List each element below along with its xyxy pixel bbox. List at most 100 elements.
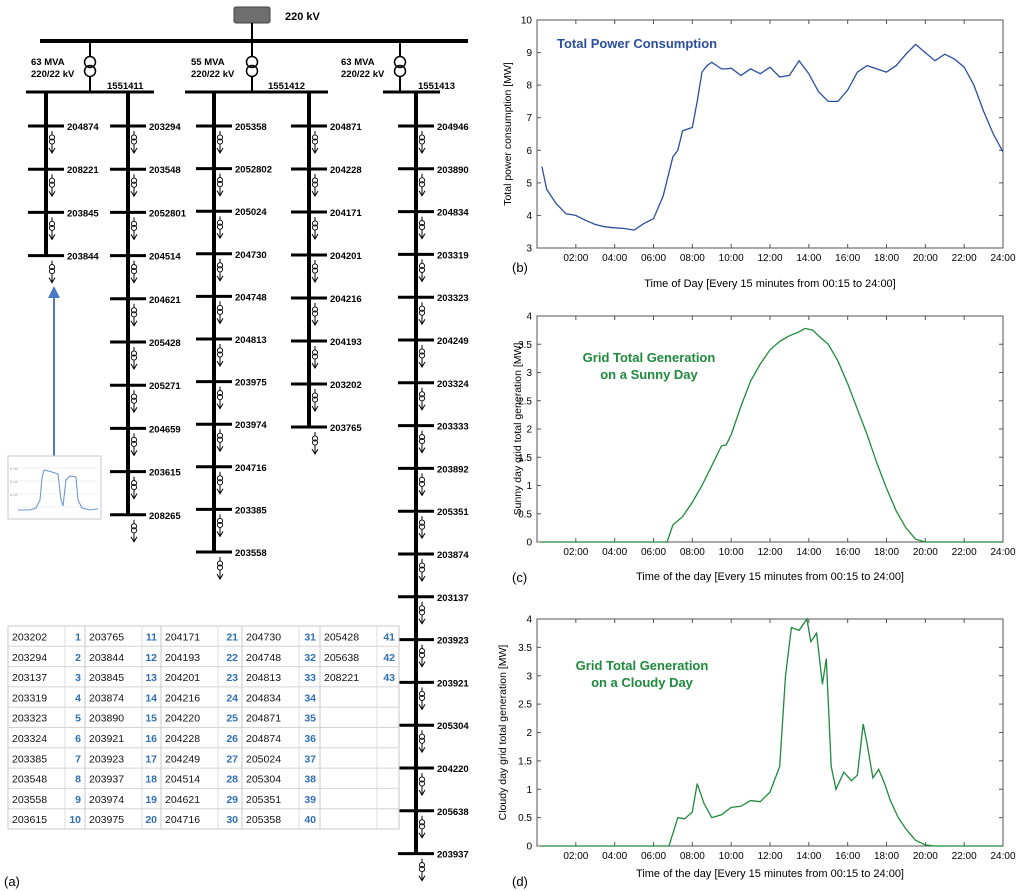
load-transformer-icon xyxy=(418,776,426,783)
transformer-winding-icon xyxy=(393,64,407,78)
transformer-rating: 63 MVA xyxy=(341,57,375,68)
bus-label: 204228 xyxy=(330,165,362,176)
load-transformer-icon xyxy=(311,349,319,356)
table-bus-index: 5 xyxy=(75,713,81,725)
bus-label: 208265 xyxy=(149,511,181,522)
load-arrow-icon xyxy=(311,276,319,283)
table-bus-id: 204834 xyxy=(246,692,281,704)
x-tick-label: 08:00 xyxy=(680,547,705,558)
bus-label: 203548 xyxy=(149,165,181,176)
table-bus-id: 203937 xyxy=(89,774,124,786)
table-bus-id: 203294 xyxy=(12,652,47,664)
load-arrow-icon xyxy=(418,276,426,283)
table-bus-index: 11 xyxy=(146,632,157,644)
load-transformer-icon xyxy=(130,177,138,184)
table-bus-index: 19 xyxy=(145,794,157,806)
x-tick-label: 14:00 xyxy=(796,851,821,862)
transformer-winding-icon xyxy=(83,64,97,78)
load-transformer-icon xyxy=(311,263,319,270)
x-tick-label: 18:00 xyxy=(874,851,899,862)
load-arrow-icon xyxy=(418,661,426,668)
transformer-winding-icon xyxy=(245,55,259,69)
bus-label: 203385 xyxy=(235,505,267,516)
load-transformer-icon xyxy=(418,862,426,869)
x-tick-label: 24:00 xyxy=(990,547,1015,558)
load-transformer-icon xyxy=(130,350,138,357)
load-transformer-icon xyxy=(418,348,426,355)
table-bus-id: 203319 xyxy=(12,692,47,704)
table-bus-index: 42 xyxy=(383,652,395,664)
chart-cloudy-day-generation: 0 0.5 1 1.5 2 2.5 3 3.5 4 02:00 04:00 06:00 08:00 10:… xyxy=(497,615,1016,881)
load-transformer-icon xyxy=(216,219,224,226)
load-arrow-icon xyxy=(130,320,138,327)
bus-label: 205304 xyxy=(437,721,469,732)
table-bus-id: 204730 xyxy=(246,632,281,644)
load-arrow-icon xyxy=(418,190,426,197)
load-arrow-icon xyxy=(418,147,426,154)
bus-label: 204220 xyxy=(437,764,469,775)
table-bus-id: 203974 xyxy=(89,794,124,806)
bus-label: 204748 xyxy=(235,292,267,303)
table-bus-index: 17 xyxy=(145,753,157,765)
table-bus-index: 37 xyxy=(304,753,316,765)
x-tick-label: 12:00 xyxy=(757,851,782,862)
load-transformer-icon xyxy=(418,819,426,826)
feeder-4: 204871 204228 204171 204201 204216 204193 2032… xyxy=(291,92,362,455)
table-bus-id: 203921 xyxy=(89,733,124,745)
bus-label: 203923 xyxy=(437,636,469,647)
load-arrow-icon xyxy=(418,832,426,839)
panel-label-d: (d) xyxy=(512,874,528,889)
load-arrow-icon xyxy=(418,490,426,497)
table-bus-id: 205638 xyxy=(324,652,359,664)
table-bus-index: 39 xyxy=(304,794,316,806)
plot-area xyxy=(536,618,1004,847)
feeder-3: 205358 2052802 205024 204730 204748 204813 203… xyxy=(196,92,272,580)
load-arrow-icon xyxy=(311,448,319,455)
svg-text:0.02: 0.02 xyxy=(10,492,19,497)
bus-label: 204216 xyxy=(330,294,362,305)
chart-title: on a Cloudy Day xyxy=(591,675,694,690)
load-transformer-icon xyxy=(130,220,138,227)
series-line xyxy=(541,43,1004,231)
bus-label: 203137 xyxy=(437,593,469,604)
load-arrow-icon xyxy=(418,618,426,625)
chart-total-power-consumption: 3 4 5 6 7 8 9 10 02:00 04:00 06:00 08:00 10:00 12:00 1… xyxy=(502,16,1016,291)
x-tick-label: 06:00 xyxy=(641,547,666,558)
x-tick-label: 02:00 xyxy=(563,253,588,264)
load-arrow-icon xyxy=(216,488,224,495)
table-bus-index: 24 xyxy=(226,692,238,704)
load-arrow-icon xyxy=(130,536,138,543)
y-tick-label: 9 xyxy=(526,48,532,59)
table-bus-id: 203923 xyxy=(89,753,124,765)
x-tick-label: 10:00 xyxy=(719,253,744,264)
load-transformer-icon xyxy=(418,519,426,526)
load-arrow-icon xyxy=(130,190,138,198)
x-tick-label: 08:00 xyxy=(680,253,705,264)
x-tick-label: 16:00 xyxy=(835,851,860,862)
y-tick-label: 2 xyxy=(526,728,532,739)
y-tick-label: 10 xyxy=(521,16,533,27)
load-arrow-icon xyxy=(216,318,224,325)
load-transformer-icon xyxy=(48,134,56,141)
x-tick-label: 04:00 xyxy=(602,851,627,862)
load-transformer-icon xyxy=(418,134,426,141)
table-bus-id: 204228 xyxy=(165,733,200,745)
load-transformer-icon xyxy=(418,562,426,569)
load-transformer-icon xyxy=(311,134,319,141)
x-tick-label: 06:00 xyxy=(641,851,666,862)
x-tick-label: 24:00 xyxy=(990,851,1015,862)
x-tick-label: 02:00 xyxy=(563,851,588,862)
y-tick-label: 0 xyxy=(526,842,532,853)
bus-label: 205358 xyxy=(235,122,267,133)
table-bus-index: 20 xyxy=(145,814,157,826)
load-arrow-icon xyxy=(130,147,138,154)
table-bus-index: 9 xyxy=(75,794,81,806)
load-transformer-icon xyxy=(216,304,224,311)
table-bus-index: 4 xyxy=(75,692,81,704)
load-transformer-icon xyxy=(130,436,138,443)
bus-label: 204716 xyxy=(235,463,267,474)
